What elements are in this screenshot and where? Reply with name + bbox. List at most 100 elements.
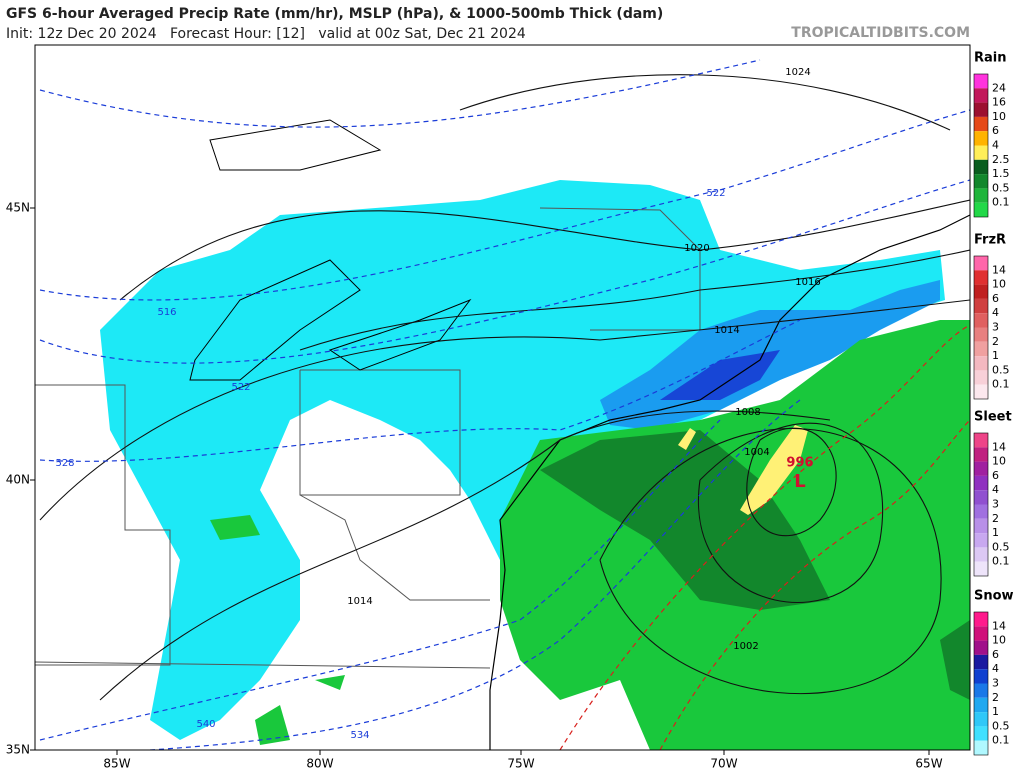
legend-level: 6 <box>992 469 999 482</box>
legend-level: 14 <box>992 263 1006 276</box>
legend-swatch <box>974 683 988 698</box>
legend-title: Snow <box>974 589 1014 604</box>
lat-label: 40N <box>6 473 30 487</box>
lat-label: 35N <box>6 743 30 757</box>
rain-moderate <box>540 430 970 700</box>
legend-swatch <box>974 341 988 357</box>
legend-swatch <box>974 547 988 562</box>
legend-swatch <box>974 447 988 462</box>
legend-level: 6 <box>992 124 999 137</box>
legend-level: 1 <box>992 705 999 718</box>
thickness-label: 534 <box>350 730 369 741</box>
legend-level: 4 <box>992 306 999 319</box>
legend-level: 6 <box>992 292 999 305</box>
legend-swatch <box>974 298 988 314</box>
legend-swatch <box>974 159 988 175</box>
lon-label: 85W <box>103 757 130 771</box>
legend-level: 4 <box>992 483 999 496</box>
legend-level: 0.5 <box>992 181 1010 194</box>
subtitle: Init: 12z Dec 20 2024 Forecast Hour: [12… <box>6 26 526 42</box>
legend-level: 6 <box>992 648 999 661</box>
title: GFS 6-hour Averaged Precip Rate (mm/hr),… <box>6 6 663 22</box>
legend-level: 24 <box>992 81 1006 94</box>
legend-level: 10 <box>992 455 1006 468</box>
legend-swatch <box>974 433 988 448</box>
legend-swatch <box>974 202 988 217</box>
map-frame <box>34 44 971 751</box>
legend-swatch <box>974 74 988 89</box>
legend-swatch <box>974 518 988 534</box>
legend-level: 0.5 <box>992 363 1010 376</box>
legend-swatch <box>974 270 988 285</box>
legend-swatch <box>974 88 988 103</box>
isobar-label: 1016 <box>795 277 820 288</box>
legend-level: 10 <box>992 278 1006 291</box>
legend-swatch <box>974 131 988 146</box>
lat-label: 45N <box>6 201 30 215</box>
low-center: L <box>794 471 805 492</box>
legend-swatch <box>974 533 988 548</box>
legend-level: 3 <box>992 321 999 334</box>
thickness-label: 528 <box>55 458 74 469</box>
legend-swatch <box>974 504 988 519</box>
isobar-label: 996 <box>786 456 813 471</box>
lon-label: 70W <box>710 757 737 771</box>
thickness-label: 522 <box>706 188 725 199</box>
isobar-label: 1014 <box>714 325 739 336</box>
legend-level: 2.5 <box>992 153 1010 166</box>
legend-level: 10 <box>992 110 1006 123</box>
legend-level: 0.5 <box>992 719 1010 732</box>
lon-label: 75W <box>507 757 534 771</box>
legend-level: 16 <box>992 96 1006 109</box>
isobar-label: 1014 <box>347 596 372 607</box>
lon-label: 80W <box>306 757 333 771</box>
legend-swatch <box>974 490 988 505</box>
snow-heavy <box>660 350 780 400</box>
legend-bar-frame <box>973 432 989 577</box>
legend-swatch <box>974 740 988 755</box>
legend-swatch <box>974 188 988 203</box>
thickness-lines <box>39 59 970 750</box>
great-lakes <box>189 119 472 381</box>
isobar-label: 1002 <box>733 641 758 652</box>
legend-level: 0.1 <box>992 196 1010 209</box>
legend-swatch <box>974 384 988 399</box>
isobars <box>39 74 970 701</box>
legend-level: 14 <box>992 619 1006 632</box>
legend-swatch <box>974 461 988 476</box>
legend-level: 3 <box>992 498 999 511</box>
legend-swatch <box>974 475 988 491</box>
legend-level: 2 <box>992 691 999 704</box>
legend-level: 1 <box>992 526 999 539</box>
legend-swatch <box>974 712 988 727</box>
legend-swatch <box>974 669 988 684</box>
legend-title: Sleet <box>974 410 1012 425</box>
legend-level: 3 <box>992 677 999 690</box>
legend-swatch <box>974 102 988 117</box>
legend-swatch <box>974 654 988 670</box>
legend-level: 1 <box>992 349 999 362</box>
legend-level: 2 <box>992 512 999 525</box>
rain-heavy <box>678 425 808 515</box>
legend-level: 0.5 <box>992 540 1010 553</box>
thickness-label: 516 <box>157 307 176 318</box>
legend-level: 10 <box>992 634 1006 647</box>
legend-swatch <box>974 726 988 741</box>
isobar-label: 1024 <box>785 67 810 78</box>
legend-swatch <box>974 561 988 576</box>
site-name: TROPICALTIDBITS.COM <box>791 25 970 41</box>
legend-bar-frame <box>973 611 989 756</box>
legend-bar-frame <box>973 73 989 218</box>
legend-swatch <box>974 697 988 713</box>
legend-swatch <box>974 174 988 189</box>
isobar-label: 1008 <box>735 407 760 418</box>
thickness-label: 540 <box>196 719 215 730</box>
legend-swatch <box>974 640 988 655</box>
legend-title: FrzR <box>974 233 1006 248</box>
rain-inland <box>210 515 345 745</box>
legend-swatch <box>974 626 988 641</box>
isobar-label: 1020 <box>684 243 709 254</box>
legend-swatch <box>974 284 988 299</box>
coastline <box>489 214 970 750</box>
